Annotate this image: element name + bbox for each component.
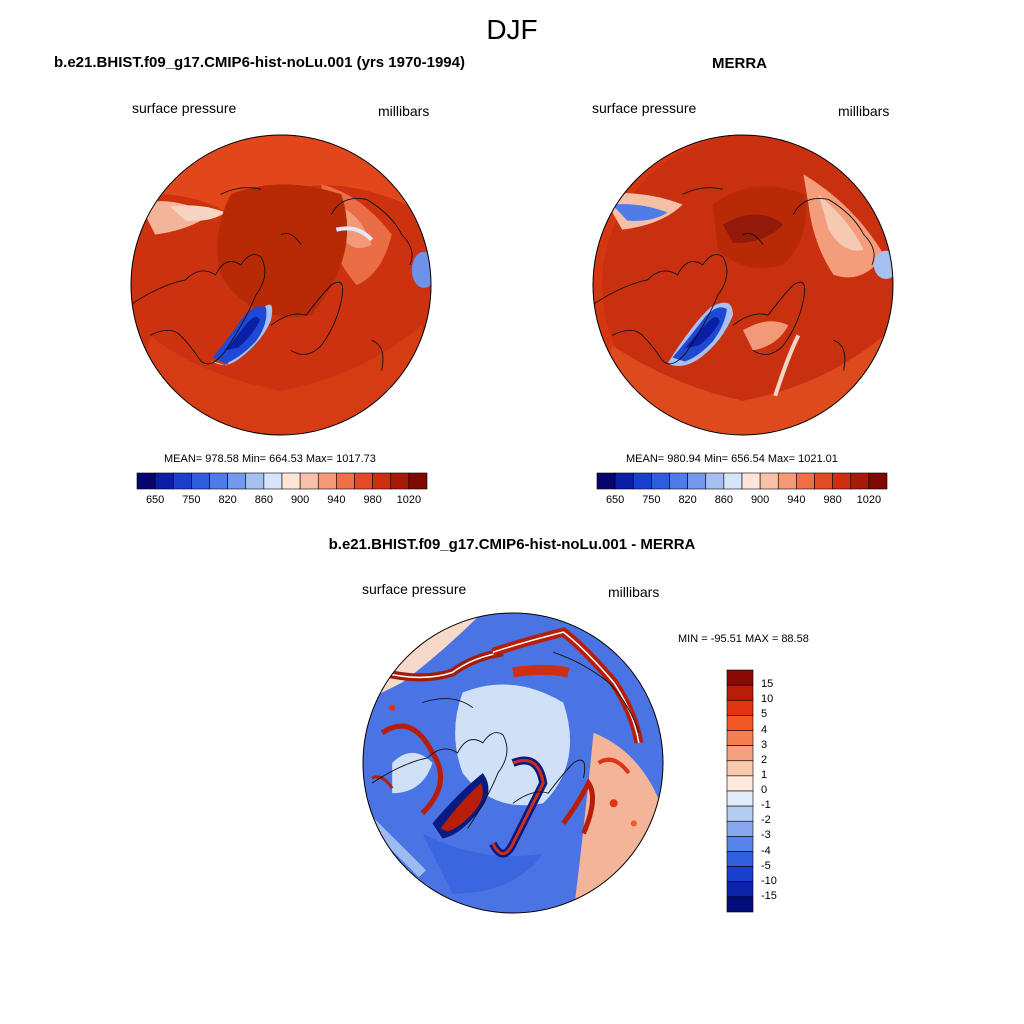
diff-colorbar-tick-label: -1 xyxy=(761,799,771,812)
obs-colorbar-tick-label: 980 xyxy=(823,494,842,506)
model-colorbar-box xyxy=(191,472,210,490)
diff-colorbar-tick-label: 5 xyxy=(761,708,768,721)
diff-colorbar-tick-label: 0 xyxy=(761,784,768,796)
diff-colorbar-box xyxy=(726,669,754,686)
obs-colorbar-tick-label: 750 xyxy=(642,494,661,506)
diff-colorbar xyxy=(726,669,754,913)
diff-colorbar-box xyxy=(726,760,754,777)
diff-colorbar-box xyxy=(726,715,754,731)
obs-colorbar-box xyxy=(614,472,634,490)
model-colorbar-tick-label: 1020 xyxy=(396,494,422,506)
obs-colorbar-box xyxy=(832,472,852,490)
model-colorbar-tick-label: 940 xyxy=(327,494,346,506)
model-colorbar-box xyxy=(299,472,319,490)
obs-colorbar-box xyxy=(796,472,815,490)
diff-colorbar-box xyxy=(726,684,754,701)
obs-colorbar-box xyxy=(632,472,652,490)
model-colorbar-tick-label: 650 xyxy=(145,494,165,506)
diff-polar-map xyxy=(362,612,664,914)
obs-colorbar-tick-label: 860 xyxy=(714,494,734,506)
obs-stats: MEAN= 980.94 Min= 656.54 Max= 1021.01 xyxy=(626,453,838,465)
diff-colorbar-tick-label: -2 xyxy=(761,814,771,827)
diff-colorbar-tick-label: 15 xyxy=(761,678,774,691)
diff-colorbar-tick-label: 4 xyxy=(761,723,768,736)
diff-colorbar-box xyxy=(726,836,754,852)
model-colorbar-box xyxy=(408,472,428,490)
model-colorbar-box xyxy=(136,472,156,490)
diff-colorbar-tick-label: -15 xyxy=(761,889,777,902)
obs-left-label: surface pressure xyxy=(592,100,697,116)
obs-colorbar-box xyxy=(669,472,688,490)
model-panel-title: b.e21.BHIST.f09_g17.CMIP6-hist-noLu.001 … xyxy=(54,54,465,71)
obs-colorbar-tick-label: 820 xyxy=(678,494,697,506)
diff-colorbar-box xyxy=(726,730,754,746)
obs-colorbar-box xyxy=(741,472,761,490)
diff-colorbar-tick-label: -5 xyxy=(761,859,771,872)
model-colorbar-box xyxy=(354,472,373,490)
model-colorbar xyxy=(136,472,428,490)
diff-colorbar-box xyxy=(726,851,754,867)
model-colorbar-box xyxy=(154,472,174,490)
model-colorbar-box xyxy=(281,472,301,490)
model-colorbar-box xyxy=(209,472,228,490)
model-stats: MEAN= 978.58 Min= 664.53 Max= 1017.73 xyxy=(164,453,376,465)
obs-colorbar-box xyxy=(723,472,743,490)
model-colorbar-box xyxy=(245,472,265,490)
diff-right-label: millibars xyxy=(608,584,660,600)
obs-colorbar-tick-label: 650 xyxy=(605,494,625,506)
diff-colorbar-box xyxy=(726,866,754,883)
diff-colorbar-tick-label: 10 xyxy=(761,693,774,706)
obs-colorbar-box xyxy=(651,472,670,490)
model-colorbar-tick-label: 750 xyxy=(182,494,201,506)
obs-right-label: millibars xyxy=(838,103,890,119)
diff-colorbar-box xyxy=(726,805,754,822)
obs-colorbar xyxy=(596,472,888,490)
model-colorbar-tick-label: 900 xyxy=(290,494,310,506)
diff-left-label: surface pressure xyxy=(362,581,467,597)
model-colorbar-box xyxy=(390,472,410,490)
diff-colorbar-box xyxy=(726,775,754,792)
diff-colorbar-box xyxy=(726,820,754,837)
obs-colorbar-tick-label: 1020 xyxy=(856,494,882,506)
model-colorbar-box xyxy=(227,472,247,490)
model-colorbar-tick-label: 860 xyxy=(254,494,274,506)
obs-colorbar-box xyxy=(850,472,870,490)
obs-panel-title: MERRA xyxy=(712,55,767,72)
diff-colorbar-box xyxy=(726,790,754,807)
obs-polar-map xyxy=(592,134,894,436)
diff-colorbar-box xyxy=(726,699,754,716)
diff-panel-title: b.e21.BHIST.f09_g17.CMIP6-hist-noLu.001 … xyxy=(328,536,696,553)
diff-colorbar-box xyxy=(726,896,754,913)
model-colorbar-box xyxy=(336,472,355,490)
obs-colorbar-box xyxy=(687,472,707,490)
model-colorbar-box xyxy=(372,472,392,490)
obs-colorbar-tick-label: 900 xyxy=(750,494,770,506)
obs-colorbar-tick-label: 940 xyxy=(787,494,806,506)
model-colorbar-tick-label: 980 xyxy=(363,494,382,506)
diff-colorbar-tick-label: -4 xyxy=(761,844,771,857)
model-colorbar-box xyxy=(172,472,192,490)
diff-colorbar-tick-label: 2 xyxy=(761,753,768,766)
diff-colorbar-box xyxy=(726,881,754,898)
obs-colorbar-box xyxy=(814,472,833,490)
obs-colorbar-box xyxy=(777,472,797,490)
diff-stats: MIN = -95.51 MAX = 88.58 xyxy=(678,633,809,645)
diff-colorbar-tick-label: -10 xyxy=(761,874,777,887)
model-right-label: millibars xyxy=(378,103,430,119)
obs-colorbar-box xyxy=(759,472,779,490)
diff-colorbar-tick-label: 1 xyxy=(761,768,768,781)
diff-colorbar-tick-label: -3 xyxy=(761,829,771,842)
model-polar-map xyxy=(130,134,432,436)
figure-title: DJF xyxy=(486,14,538,45)
obs-colorbar-box xyxy=(868,472,888,490)
diff-colorbar-box xyxy=(726,745,754,762)
model-left-label: surface pressure xyxy=(132,100,237,116)
model-colorbar-tick-label: 820 xyxy=(218,494,237,506)
diff-colorbar-tick-label: 3 xyxy=(761,738,768,751)
obs-colorbar-box xyxy=(705,472,725,490)
model-colorbar-box xyxy=(317,472,337,490)
obs-colorbar-box xyxy=(596,472,616,490)
model-colorbar-box xyxy=(263,472,283,490)
